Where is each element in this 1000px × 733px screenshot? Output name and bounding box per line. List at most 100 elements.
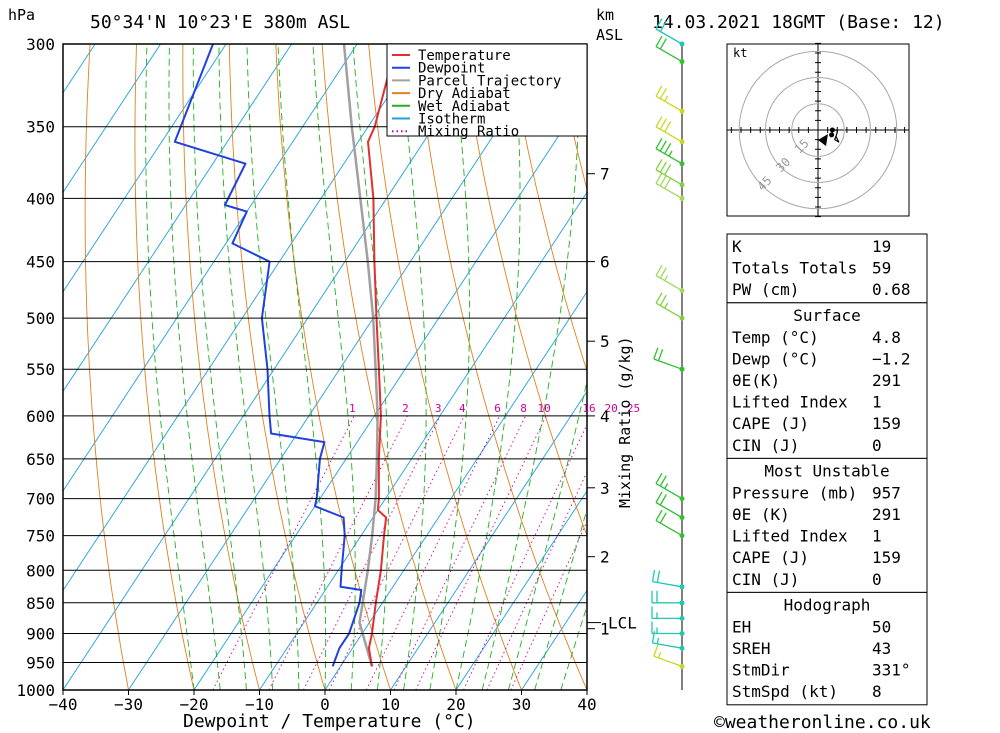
dry-adiabat-line	[84, 44, 129, 690]
wind-barbs	[651, 18, 685, 669]
wind-barb	[651, 590, 685, 606]
wind-barb-flag	[651, 569, 656, 582]
wind-barb	[655, 85, 685, 114]
index-label: Pressure (mb)	[732, 483, 857, 502]
isotherm-line	[63, 44, 227, 293]
x-axis-label: Dewpoint / Temperature (°C)	[183, 711, 476, 732]
indices-block	[726, 233, 928, 304]
wind-barb-flag	[659, 475, 667, 487]
wind-barb	[655, 472, 685, 502]
wind-barb	[655, 509, 685, 539]
index-label: Lifted Index	[732, 527, 848, 546]
wind-barb-flag	[657, 349, 664, 361]
isotherm-line	[63, 44, 489, 690]
legend-label: Dewpoint	[418, 61, 485, 77]
wind-barb-flag	[653, 644, 659, 657]
km-tick-label: 7	[600, 165, 610, 184]
wind-barb-dot	[679, 288, 685, 294]
wind-barb-dot	[679, 663, 685, 669]
lcl-label: LCL	[608, 614, 637, 633]
index-label: StmDir	[732, 661, 790, 680]
legend-label: Dry Adiabat	[418, 86, 511, 102]
isotherm-line	[63, 44, 292, 393]
index-value: 0.68	[872, 280, 911, 299]
wind-barb	[653, 347, 685, 372]
wind-barb-flag	[659, 494, 667, 506]
wind-barb-dot	[679, 584, 685, 590]
wind-barb-dot	[679, 195, 685, 201]
dry-adiabat-line	[972, 44, 1000, 690]
wind-barb-flag	[653, 347, 659, 360]
wind-barb-flag	[655, 472, 663, 484]
mixing-ratio-axis-label: Mixing Ratio (g/kg)	[616, 336, 634, 508]
hpa-unit-label: hPa	[8, 6, 35, 24]
wet-adiabat-line	[145, 44, 195, 690]
isotherm-line	[128, 44, 554, 690]
mixing-ratio-tick-label: 25	[627, 402, 640, 415]
hodograph-ring	[791, 103, 845, 157]
indices-block	[726, 591, 928, 706]
mixing-ratio-line	[463, 423, 587, 690]
index-label: StmSpd (kt)	[732, 682, 838, 701]
isotherm-line	[63, 44, 161, 194]
wind-barb-flag	[659, 175, 667, 187]
km-tick-label: 2	[600, 548, 610, 567]
wind-barb	[655, 18, 685, 47]
index-value: −1.2	[872, 349, 911, 368]
km-tick-label: 1	[600, 620, 610, 639]
wind-barb-dot	[679, 615, 685, 621]
isotherm-line	[193, 91, 587, 690]
wind-barb-half-flag	[664, 95, 669, 102]
x-tick-label: −20	[180, 695, 209, 714]
index-label: θE(K)	[732, 371, 780, 390]
parcel-trajectory-line	[342, 44, 379, 667]
index-value: 159	[872, 548, 901, 567]
mixing-ratio-tick-label: 8	[520, 402, 527, 415]
wind-barb-dot	[679, 515, 685, 520]
wind-barb-flag	[655, 159, 663, 171]
wind-barb	[651, 569, 685, 590]
index-label: θE (K)	[732, 505, 790, 524]
wet-adiabat-line	[534, 507, 587, 690]
isotherm-line	[324, 291, 587, 690]
index-label: SREH	[732, 639, 771, 658]
pressure-tick-label: 900	[26, 625, 55, 644]
pressure-tick-label: 950	[26, 654, 55, 673]
mixing-ratio-line	[328, 415, 465, 690]
km-tick-label: 3	[600, 479, 610, 498]
wet-adiabat-line	[277, 44, 327, 690]
isotherm-line	[390, 390, 587, 690]
index-value: 0	[872, 570, 882, 589]
mixing-ratio-line	[212, 415, 355, 690]
wind-barb-staff	[653, 358, 683, 370]
plot-frame	[62, 43, 588, 691]
index-label: Lifted Index	[732, 393, 848, 412]
legend-label: Mixing Ratio	[418, 124, 519, 140]
asl-unit-label: ASL	[596, 26, 623, 44]
station-location: 50°34'N 10°23'E 380m ASL	[90, 12, 350, 33]
wet-adiabat-line	[429, 44, 470, 690]
hodograph-ring	[765, 77, 871, 183]
profile-layer	[173, 44, 398, 667]
wet-adiabat-line	[560, 604, 587, 690]
pressure-tick-label: 350	[26, 118, 55, 137]
x-tick-label: 20	[446, 695, 465, 714]
km-unit-label: km	[596, 6, 614, 24]
index-label: CAPE (J)	[732, 414, 809, 433]
dry-adiabat-line	[228, 44, 326, 690]
indices-block-title: Most Unstable	[764, 461, 889, 480]
index-value: 8	[872, 682, 882, 701]
wind-barb	[651, 606, 685, 621]
legend-label: Temperature	[418, 48, 511, 64]
wind-barb-dot	[679, 496, 685, 502]
mixing-ratio-tick-label: 2	[402, 402, 409, 415]
dry-adiabat-line	[134, 44, 195, 690]
isotherm-line	[259, 191, 587, 690]
pressure-tick-label: 850	[26, 594, 55, 613]
pressure-tick-label: 750	[26, 527, 55, 546]
pressure-tick-label: 700	[26, 490, 55, 509]
index-value: 291	[872, 371, 901, 390]
hodograph-point	[829, 132, 835, 138]
